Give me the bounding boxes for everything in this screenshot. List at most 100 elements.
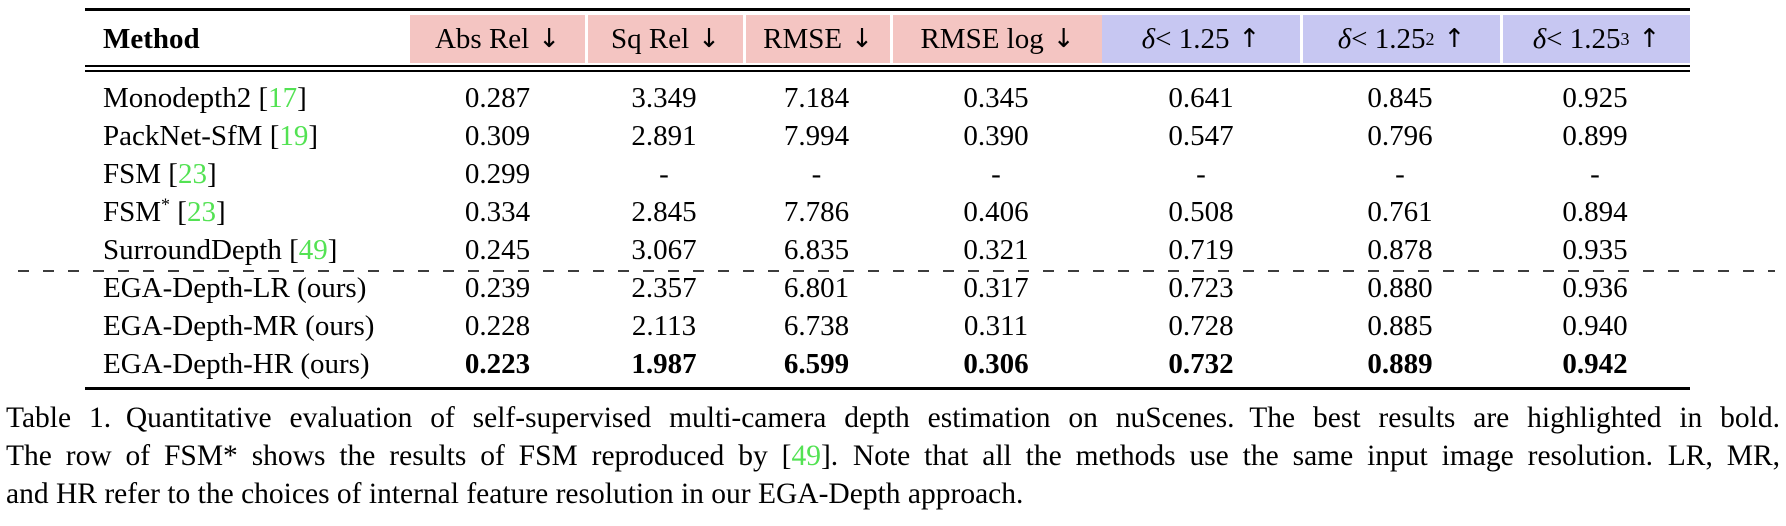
table-bottom-rule	[85, 387, 1690, 390]
method-name: EGA-Depth-LR (ours)	[103, 271, 367, 304]
table-row: FSM* [23] 0.334 2.845 7.786 0.406 0.508 0.761 0…	[85, 193, 1690, 231]
metric-value: 0.935	[1562, 233, 1628, 266]
table-top-rule	[85, 8, 1690, 11]
table-row: EGA-Depth-MR (ours) 0.228 2.113 6.738 0.311 0…	[85, 307, 1690, 345]
caption-text-1: Table 1. Quantitative evaluation of self…	[6, 402, 1780, 434]
header-rule-lower	[85, 70, 1690, 72]
metric-value: 0.287	[464, 81, 531, 114]
column-header-delta-1: δ < 1.25 ↑	[1102, 15, 1300, 63]
metric-value: 0.880	[1367, 271, 1433, 304]
metric-value: 0.239	[464, 271, 531, 304]
metric-value: 0.761	[1367, 195, 1433, 228]
metric-value: 0.390	[963, 119, 1029, 152]
metric-value: 0.317	[963, 271, 1029, 304]
citation-link-23[interactable]: 23	[177, 157, 207, 190]
metric-value: 0.245	[464, 233, 531, 266]
metric-value: -	[991, 157, 1001, 190]
metric-value: 6.599	[783, 347, 850, 380]
up-arrow-icon: ↑	[1443, 24, 1466, 54]
caption-text-3: and HR refer to the choices of internal …	[6, 478, 1024, 510]
results-table: Method Abs Rel ↓ Sq Rel ↓ RMSE ↓ RMSE log ↓ δ < …	[85, 8, 1690, 390]
metric-value: 6.835	[783, 233, 850, 266]
metric-value: -	[659, 157, 669, 190]
up-arrow-icon: ↑	[1238, 24, 1261, 54]
method-name: Monodepth2 [17]	[103, 81, 307, 114]
metric-value: -	[1395, 157, 1405, 190]
table-caption: Table 1. Quantitative evaluation of self…	[6, 399, 1780, 513]
header-double-rule	[85, 65, 1690, 72]
down-arrow-icon: ↓	[698, 24, 720, 54]
metric-value: 2.891	[631, 119, 697, 152]
metric-value: 0.728	[1168, 309, 1234, 342]
metric-value: 1.987	[631, 347, 697, 380]
metric-value: 0.899	[1562, 119, 1628, 152]
citation-link-49[interactable]: 49	[791, 440, 821, 472]
method-name: FSM* [23]	[103, 193, 226, 228]
method-name: EGA-Depth-MR (ours)	[103, 309, 375, 342]
metric-value: 0.878	[1367, 233, 1433, 266]
method-name: SurroundDepth [49]	[103, 233, 338, 266]
caption-line-3: and HR refer to the choices of internal …	[6, 475, 1780, 513]
metric-value: 6.801	[783, 271, 850, 304]
column-header-method: Method	[103, 22, 200, 55]
delta-symbol: δ	[1141, 22, 1156, 55]
down-arrow-icon: ↓	[538, 24, 561, 54]
metric-value: 0.306	[963, 347, 1029, 380]
metric-value: 0.894	[1562, 195, 1628, 228]
metric-value: 0.796	[1367, 119, 1433, 152]
metric-value: 0.345	[963, 81, 1029, 114]
metric-value: 6.738	[783, 309, 850, 342]
metric-value: 7.994	[783, 119, 850, 152]
metric-value: 0.309	[464, 119, 531, 152]
metric-value: 0.299	[464, 157, 531, 190]
metric-value: 2.113	[631, 309, 697, 342]
citation-link-23[interactable]: 23	[186, 195, 216, 228]
metric-value: 0.885	[1367, 309, 1433, 342]
metric-value: 0.228	[464, 309, 531, 342]
metric-value: 0.889	[1367, 347, 1433, 380]
metric-value: 0.942	[1562, 347, 1628, 380]
metric-value: 0.223	[464, 347, 531, 380]
metric-value: -	[1590, 157, 1600, 190]
caption-text-2a: The row of FSM* shows the results of FSM…	[6, 440, 792, 472]
delta-symbol: δ	[1337, 22, 1352, 55]
table-row: EGA-Depth-LR (ours) 0.239 2.357 6.801 0.317 0…	[85, 269, 1690, 307]
metric-value: 7.786	[783, 195, 850, 228]
column-header-delta-2: δ < 1.25 2 ↑	[1300, 15, 1500, 63]
method-name: EGA-Depth-HR (ours)	[103, 347, 370, 380]
metric-value: -	[1196, 157, 1206, 190]
citation-link-49[interactable]: 49	[298, 233, 328, 266]
metric-value: 3.349	[631, 81, 697, 114]
metric-value: 0.845	[1367, 81, 1433, 114]
metric-value: 0.723	[1168, 271, 1234, 304]
column-header-delta-3: δ < 1.25 3 ↑	[1500, 15, 1690, 63]
citation-link-17[interactable]: 17	[268, 81, 298, 114]
delta-symbol: δ	[1532, 22, 1547, 55]
metric-value: 7.184	[783, 81, 850, 114]
caption-text-2b: ]. Note that all the methods use the sam…	[820, 440, 1780, 472]
metric-value: 3.067	[631, 233, 697, 266]
metric-value: 0.719	[1168, 233, 1234, 266]
header-rule-upper	[85, 65, 1690, 67]
table-row: EGA-Depth-HR (ours) 0.223 1.987 6.599 0.306 0…	[85, 345, 1690, 383]
column-header-abs-rel: Abs Rel ↓	[410, 15, 585, 63]
method-name: PackNet-SfM [19]	[103, 119, 319, 152]
citation-link-19[interactable]: 19	[279, 119, 309, 152]
superscript: *	[161, 193, 171, 214]
column-header-sq-rel: Sq Rel ↓	[585, 15, 743, 63]
table-row: FSM [23] 0.299 - - - - - -	[85, 155, 1690, 193]
section-divider-dashed-line	[18, 270, 1775, 272]
table-header-row: Method Abs Rel ↓ Sq Rel ↓ RMSE ↓ RMSE log ↓ δ < …	[85, 15, 1690, 63]
metric-value: 0.732	[1168, 347, 1234, 380]
table-row: SurroundDepth [49] 0.245 3.067 6.835 0.321 0.…	[85, 231, 1690, 269]
metric-value: 2.845	[631, 195, 697, 228]
metric-value: 0.508	[1168, 195, 1234, 228]
metric-value: 0.406	[963, 195, 1029, 228]
table-row: Monodepth2 [17] 0.287 3.349 7.184 0.345 0.641…	[85, 79, 1690, 117]
method-name: FSM [23]	[103, 157, 217, 190]
metric-value: 0.936	[1562, 271, 1628, 304]
down-arrow-icon: ↓	[851, 24, 873, 54]
column-header-rmse-log: RMSE log ↓	[890, 15, 1102, 63]
caption-line-1: Table 1. Quantitative evaluation of self…	[6, 399, 1780, 437]
up-arrow-icon: ↑	[1638, 24, 1661, 54]
